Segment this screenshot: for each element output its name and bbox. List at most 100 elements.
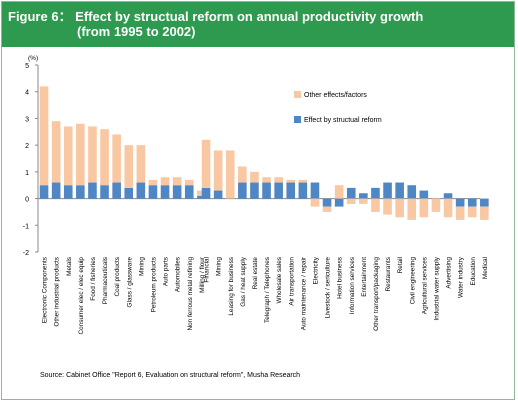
bar-other [112,134,121,183]
y-tick-label: 3 [25,116,29,123]
category-label: Other transport/packaging [373,257,380,331]
legend-swatch [294,91,301,98]
bar-reform [455,198,465,207]
category-label: Mining [138,257,145,276]
bar-reform [160,185,170,199]
y-unit-label: (%) [28,55,38,62]
bar-other [310,198,320,207]
bar-other [419,198,429,218]
bar-other [383,198,392,215]
category-label: Financial [204,257,211,283]
bar-reform [250,182,259,199]
category-label: Auto maintenance / repair [300,256,307,330]
bar-other [201,139,211,188]
bar-other [88,126,97,183]
category-label: Pharmaceuticals [102,257,109,304]
bar-other [63,126,73,186]
category-label: Glass / glassware [126,257,133,308]
category-label: Other industrial products [54,257,61,327]
bar-reform [124,187,134,199]
bar-reform [274,182,283,199]
category-label: Milling / flour [199,256,206,293]
bar-reform [286,182,296,199]
bar-other [76,123,85,186]
y-tick-label: 1 [25,170,29,177]
bar-reform [371,187,380,199]
bar-reform [88,182,97,199]
bar-other [39,86,49,186]
bar-reform [136,182,146,199]
bar-reform [334,198,344,207]
bar-other [371,198,380,212]
bar-reform [480,198,489,207]
bar-other [262,177,271,183]
figure-title: Figure 6： Effect by structual reform on … [8,9,424,24]
bar-reform [112,182,121,199]
bar-reform [172,185,182,199]
category-label: Civil engineering [409,257,416,305]
bar-other [238,166,247,183]
bar-other [467,206,477,218]
category-label: Metals [66,257,73,276]
bar-reform [443,193,453,199]
category-label: Advertising [446,257,453,289]
category-label: Information services [349,257,356,314]
bar-other [395,198,404,218]
bar-other [51,121,61,183]
bar-other [148,179,158,186]
category-label: Consumer elec / elec equip [78,257,85,335]
bar-other [431,198,441,212]
y-tick-label: 5 [25,63,29,70]
bar-reform [184,185,194,199]
category-label: Food / fisheries [90,257,97,301]
y-tick-label: 0 [25,197,29,204]
bar-reform [238,182,247,199]
category-label: Retail [397,257,404,273]
bar-reform [395,182,404,199]
bar-other [274,177,283,183]
category-label: Medical [482,257,489,279]
category-label: Livestock / sericulture [325,257,332,319]
category-label: Gas / heat supply [240,256,247,307]
category-label: Wholesale sales [276,257,283,304]
bar-reform [262,182,271,199]
bar-reform [63,185,73,199]
category-label: Non ferrous metal refining [187,257,194,331]
category-label: Mining [216,257,223,276]
category-label: Automobiles [175,257,182,292]
bar-reform [76,185,85,199]
title-band: Figure 6： Effect by structual reform on … [2,2,514,47]
category-label: Electricity [312,256,319,284]
category-label: Telegraph / Telephones [264,257,271,323]
category-label: Leasing for business [228,257,235,316]
bar-reform [39,185,49,199]
bar-other [136,145,146,183]
bar-other [286,179,296,183]
category-label: Coal products [114,257,121,296]
bar-reform [383,182,392,199]
bar-other [322,206,332,212]
category-label: Real estate [252,257,259,290]
bar-other [359,198,368,204]
bar-other [455,206,465,220]
category-label: Agricultural services [421,257,428,314]
bar-reform [148,185,158,199]
bar-other [480,206,489,220]
bar-other [124,145,134,188]
category-label: Restaurants [385,257,392,291]
category-label: Water industry [458,256,465,298]
category-label: Auto parts [163,257,170,286]
category-label: Entertainment [361,257,368,297]
bar-other [213,150,223,191]
bar-reform [359,193,368,199]
category-label: Air transportation [288,257,295,306]
source-note: Source: Cabinet Office "Report 6, Evalua… [40,372,301,379]
figure-subtitle: (from 1995 to 2002) [77,24,196,39]
bar-other [172,177,182,186]
category-label: Electronic Components [42,257,49,323]
bar-reform [298,182,308,199]
bar-other [225,150,235,199]
bar-other [100,129,109,186]
y-tick-label: -1 [23,223,29,230]
